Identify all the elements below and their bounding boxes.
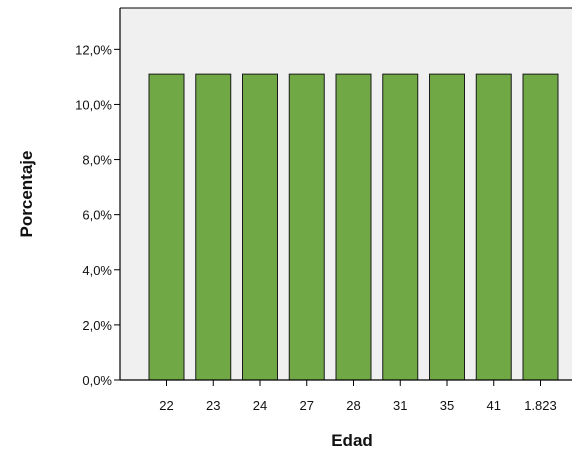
bar-23 [195,73,232,381]
bar-24 [242,73,278,381]
y-tick-label: 2,0% [82,318,112,333]
bar-1.823 [522,73,559,381]
x-tick-label: 23 [206,398,220,413]
y-tick-label: 4,0% [82,263,112,278]
y-tick-label: 10,0% [75,97,112,112]
x-tick-label: 24 [253,398,267,413]
y-tick-label: 8,0% [82,153,112,168]
y-tick-label: 6,0% [82,208,112,223]
bar-41 [475,73,512,381]
x-tick-label: 31 [393,398,407,413]
y-axis-title: Porcentaje [17,151,36,238]
x-ticks-layer: 22 23 24 27 28 31 35 41 1.823 [159,380,557,413]
x-axis-title: Edad [331,431,373,450]
x-tick-label: 1.823 [524,398,557,413]
x-tick-label: 28 [346,398,360,413]
x-tick-label: 22 [159,398,173,413]
x-tick-label: 27 [300,398,314,413]
bar-22 [148,73,185,381]
bar-28 [335,73,372,381]
bar-27 [288,73,325,381]
bars-layer [148,73,559,381]
y-ticks-layer: 0,0% 2,0% 4,0% 6,0% 8,0% 10,0% 12,0% [75,42,120,388]
bar-31 [382,73,419,381]
bar-35 [429,73,465,381]
y-tick-label: 0,0% [82,373,112,388]
x-tick-label: 41 [487,398,501,413]
x-tick-label: 35 [440,398,454,413]
y-tick-label: 12,0% [75,42,112,57]
